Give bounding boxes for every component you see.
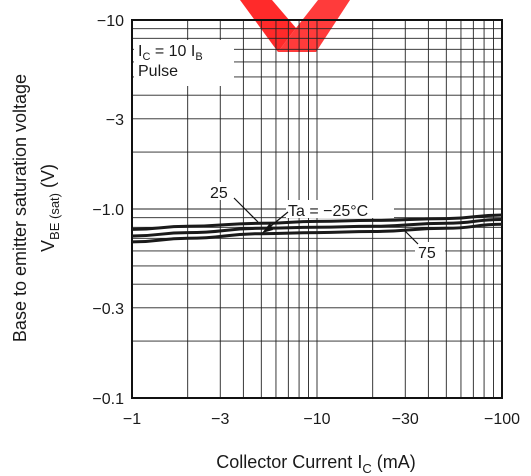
label-75-bg [415, 242, 445, 260]
series-curves [131, 213, 503, 244]
series-line-2 [131, 222, 503, 244]
series-line-1 [131, 218, 503, 238]
y-tick-label: −0.3 [92, 301, 124, 318]
x-tick-label: −100 [484, 411, 520, 428]
x-tick-label: −30 [392, 411, 419, 428]
leader-25 [233, 197, 259, 223]
x-axis-title: Collector Current IC (mA) [216, 452, 415, 476]
x-tick-label: −10 [303, 411, 330, 428]
x-tick-labels: −1 −3 −10 −30 −100 [123, 411, 520, 428]
y-tick-label: −1.0 [92, 202, 124, 219]
leader-arrow [262, 223, 273, 233]
conditions-box [134, 40, 234, 86]
y-tick-label: −0.1 [92, 391, 124, 408]
conditions-line2: Pulse [138, 63, 178, 80]
series-line-0 [131, 213, 503, 231]
y-tick-labels: −10 −3 −1.0 −0.3 −0.1 [92, 13, 124, 408]
series-label-75: 75 [418, 245, 436, 262]
watermark-chevron-icon [240, 0, 350, 52]
label-25-bg [208, 182, 236, 200]
y-axis-title-line2: VBE (sat) (V) [38, 164, 62, 252]
leader-75 [403, 229, 419, 245]
y-axis-title-line1: Base to emitter saturation voltage [10, 74, 30, 342]
y-tick-label: −3 [106, 112, 124, 129]
x-tick-label: −1 [123, 411, 141, 428]
series-label-ta: Ta = −25°C [288, 203, 368, 220]
x-tick-label: −3 [211, 411, 229, 428]
series-label-25: 25 [210, 185, 228, 202]
conditions-line1: IC = 10 IB [138, 43, 203, 63]
y-tick-label: −10 [97, 13, 124, 30]
label-ta-bg [286, 200, 394, 218]
plot-frame [131, 19, 503, 399]
